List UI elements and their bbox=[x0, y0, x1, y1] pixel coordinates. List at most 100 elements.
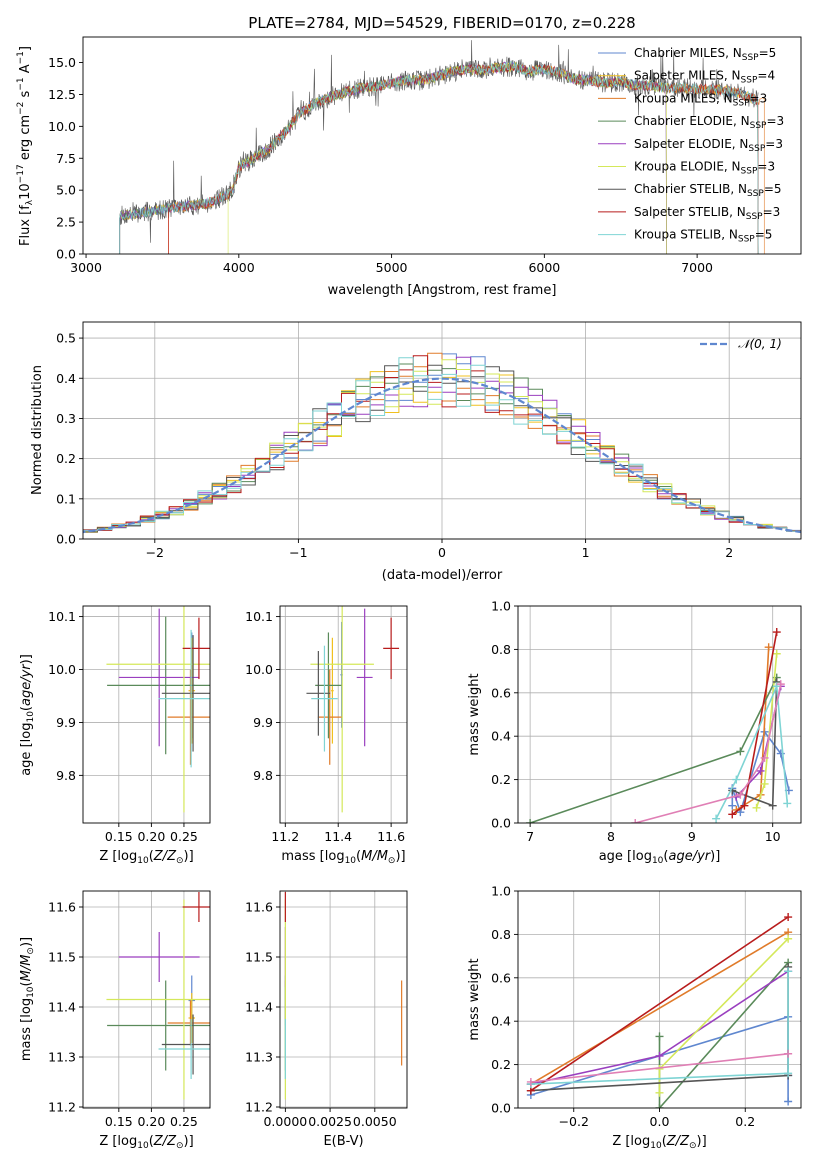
weight-marker bbox=[760, 753, 769, 762]
y-tick-label: 10.1 bbox=[48, 609, 76, 624]
legend-entry: Salpeter ELODIE, NSSP=3 bbox=[634, 137, 783, 154]
legend-entry: Chabrier STELIB, NSSP=5 bbox=[634, 182, 782, 199]
y-tick-label: 0.0 bbox=[56, 247, 76, 262]
weight-marker bbox=[655, 1104, 664, 1108]
y-tick-label: 9.8 bbox=[253, 768, 273, 783]
axes-frame bbox=[82, 36, 802, 255]
y-tick-label: 0.8 bbox=[491, 642, 511, 657]
x-tick-label: 7000 bbox=[681, 260, 713, 275]
weight-marker bbox=[784, 913, 793, 922]
y-tick-label: 0.5 bbox=[56, 331, 76, 346]
y-axis-label: mass [log10(M/M⊙)] bbox=[19, 937, 36, 1061]
weight-marker bbox=[752, 803, 761, 812]
x-tick-label: −0.2 bbox=[559, 1114, 589, 1129]
weight-line bbox=[530, 931, 789, 1085]
legend-entry: Kroupa ELODIE, NSSP=3 bbox=[634, 160, 775, 177]
weight-marker bbox=[772, 628, 781, 637]
x-tick-label: 11.2 bbox=[271, 829, 299, 844]
legend: Chabrier MILES, NSSP=5 Salpeter MILES, NS… bbox=[598, 46, 784, 245]
x-tick-label: 11.6 bbox=[377, 829, 405, 844]
y-tick-label: 10.1 bbox=[245, 609, 273, 624]
x-tick-label: 0.15 bbox=[105, 1114, 133, 1129]
axes-frame bbox=[517, 605, 802, 824]
x-tick-label: 6000 bbox=[528, 260, 560, 275]
x-axis-label: Z [log10(Z/Z⊙)] bbox=[612, 1134, 706, 1151]
weight-marker bbox=[526, 819, 535, 823]
y-tick-label: 12.5 bbox=[48, 87, 76, 102]
x-tick-label: 0.15 bbox=[105, 829, 133, 844]
y-tick-label: 11.5 bbox=[48, 950, 76, 965]
y-tick-label: 0.0 bbox=[56, 532, 76, 547]
y-tick-label: 2.5 bbox=[56, 215, 76, 230]
y-tick-label: 1.0 bbox=[491, 599, 511, 614]
y-tick-label: 9.8 bbox=[56, 768, 76, 783]
x-tick-label: 0.20 bbox=[137, 1114, 165, 1129]
x-axis-label: E(B-V) bbox=[323, 1134, 363, 1149]
y-tick-label: 11.2 bbox=[48, 1100, 76, 1115]
y-tick-label: 0.4 bbox=[491, 1014, 511, 1029]
plot-area bbox=[526, 628, 793, 823]
weight-marker bbox=[655, 1032, 664, 1041]
y-tick-label: 0.0 bbox=[491, 1101, 511, 1116]
y-tick-label: 10.0 bbox=[245, 662, 273, 677]
y-tick-label: 11.4 bbox=[245, 1000, 273, 1015]
y-tick-label: 0.4 bbox=[491, 729, 511, 744]
y-axis-label: mass weight bbox=[467, 958, 482, 1040]
y-tick-label: 0.3 bbox=[56, 411, 76, 426]
legend-entry: Chabrier MILES, NSSP=5 bbox=[634, 46, 776, 63]
y-tick-label: 10.0 bbox=[48, 662, 76, 677]
plot-area bbox=[83, 352, 801, 535]
y-tick-label: 0.6 bbox=[491, 685, 511, 700]
legend-entry: Salpeter STELIB, NSSP=3 bbox=[634, 205, 780, 222]
weight-marker bbox=[655, 1051, 664, 1060]
x-tick-label: 1 bbox=[582, 545, 590, 560]
y-tick-label: 11.3 bbox=[245, 1050, 273, 1065]
y-tick-label: 11.4 bbox=[48, 1000, 76, 1015]
weight-marker bbox=[768, 801, 777, 810]
legend-entry: Salpeter MILES, NSSP=4 bbox=[634, 69, 775, 86]
y-tick-label: 10.0 bbox=[48, 119, 76, 134]
chart-2: 0.15 0.20 0.25 9.8 9.9 10.0 10.1 Z [log10(Z/Z⊙)… bbox=[19, 605, 211, 866]
y-tick-label: 0.0 bbox=[491, 816, 511, 831]
x-tick-label: −2 bbox=[146, 545, 164, 560]
x-tick-label: 0.0050 bbox=[353, 1114, 397, 1129]
y-tick-label: 0.4 bbox=[56, 371, 76, 386]
x-axis-label: mass [log10(M/M⊙)] bbox=[281, 849, 405, 866]
legend-entry: Chabrier ELODIE, NSSP=3 bbox=[634, 114, 784, 131]
chart-0: 3000 4000 5000 6000 7000 0.0 2.5 5.0 7.5 10.0 12.5… bbox=[16, 36, 802, 298]
weight-marker bbox=[784, 1097, 793, 1106]
legend-entry: Kroupa STELIB, NSSP=5 bbox=[634, 228, 772, 245]
axes-frame bbox=[279, 605, 408, 824]
weight-marker bbox=[772, 649, 781, 658]
x-tick-label: 4000 bbox=[223, 260, 255, 275]
plot-area bbox=[284, 892, 403, 1100]
x-tick-label: 10 bbox=[765, 829, 781, 844]
weight-line bbox=[658, 962, 789, 1108]
y-tick-label: 0.2 bbox=[491, 772, 511, 787]
weight-marker bbox=[784, 1069, 793, 1078]
x-tick-label: 5000 bbox=[376, 260, 408, 275]
x-tick-label: 9 bbox=[688, 829, 696, 844]
figure-title: PLATE=2784, MJD=54529, FIBERID=0170, z=0… bbox=[248, 14, 635, 32]
y-tick-label: 0.8 bbox=[491, 927, 511, 942]
y-tick-label: 11.5 bbox=[245, 950, 273, 965]
x-tick-label: 11.4 bbox=[324, 829, 352, 844]
x-tick-label: 7 bbox=[526, 829, 534, 844]
x-tick-label: 8 bbox=[607, 829, 615, 844]
weight-marker bbox=[728, 810, 737, 819]
y-tick-label: 0.6 bbox=[491, 970, 511, 985]
x-tick-label: 0.25 bbox=[170, 1114, 198, 1129]
weight-line bbox=[634, 683, 782, 823]
y-tick-label: 0.1 bbox=[56, 491, 76, 506]
plot-area bbox=[106, 606, 210, 813]
chart-7: −0.2 0.0 0.2 0.0 0.2 0.4 0.6 0.8 1.0 Z [log10(Z/Z… bbox=[467, 884, 802, 1151]
axes-frame bbox=[279, 890, 408, 1109]
model-line-kroupa-elodie bbox=[227, 62, 667, 254]
x-tick-label: 0.25 bbox=[170, 829, 198, 844]
x-tick-label: 0 bbox=[438, 545, 446, 560]
weight-marker bbox=[740, 801, 749, 810]
weight-marker bbox=[784, 1049, 793, 1058]
x-tick-label: −1 bbox=[289, 545, 307, 560]
y-tick-label: 0.2 bbox=[491, 1057, 511, 1072]
weight-marker bbox=[655, 1088, 664, 1097]
